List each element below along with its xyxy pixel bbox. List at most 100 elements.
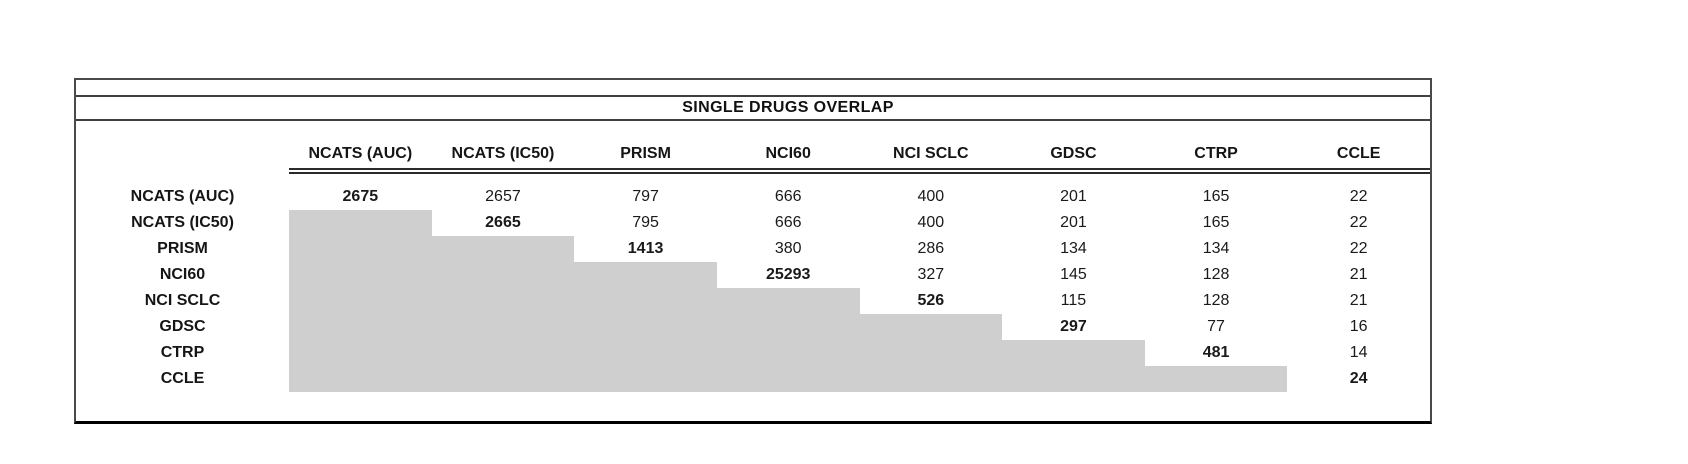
- value-cell: 795: [632, 214, 659, 231]
- value-cell: 134: [1060, 240, 1087, 257]
- value-cell: 666: [774, 188, 802, 205]
- shaded-cell: [716, 288, 860, 314]
- table-row-ctrp: CTRP 481 14: [76, 340, 1430, 366]
- value-cell: 201: [1060, 214, 1087, 231]
- value-cell: 165: [1202, 214, 1230, 231]
- diagonal-value-cell: 25293: [765, 266, 811, 283]
- shaded-cell: [431, 314, 575, 340]
- shaded-cell: [289, 288, 432, 314]
- value-cell: 128: [1202, 292, 1230, 309]
- row-header-prism: PRISM: [157, 240, 208, 257]
- diagonal-value-cell: 1413: [627, 240, 664, 257]
- diagonal-value-cell: 24: [1349, 370, 1368, 387]
- value-cell: 21: [1349, 266, 1368, 283]
- column-header-nci-sclc: NCI SCLC: [859, 121, 1003, 174]
- shaded-cell: [859, 314, 1003, 340]
- value-cell: 2657: [485, 188, 521, 205]
- shaded-cell: [1002, 340, 1145, 366]
- diagonal-value-cell: 297: [1060, 318, 1087, 335]
- value-cell: 201: [1060, 188, 1087, 205]
- table-row-gdsc: GDSC 297 77 16: [76, 314, 1430, 340]
- row-header-nci60: NCI60: [159, 266, 206, 283]
- header-gap-row: [76, 171, 1430, 184]
- value-cell: 286: [917, 240, 945, 257]
- table-row-prism: PRISM 1413 380 286 134 134 22: [76, 236, 1430, 262]
- shaded-cell: [431, 288, 575, 314]
- column-header-row: NCATS (AUC) NCATS (IC50) PRISM NCI60 NCI SCL…: [76, 121, 1430, 174]
- value-cell: 16: [1349, 318, 1368, 335]
- row-header-ctrp: CTRP: [160, 344, 205, 361]
- shaded-cell: [859, 340, 1003, 366]
- value-cell: 380: [774, 240, 802, 257]
- value-cell: 134: [1202, 240, 1230, 257]
- row-header-ncats-auc: NCATS (AUC): [130, 188, 235, 205]
- value-cell: 666: [774, 214, 802, 231]
- value-cell: 14: [1349, 344, 1368, 361]
- table-row-nci60: NCI60 25293 327 145 128 21: [76, 262, 1430, 288]
- shaded-cell: [289, 262, 432, 288]
- value-cell: 400: [917, 188, 945, 205]
- shaded-cell: [574, 262, 717, 288]
- overlap-matrix-table: NCATS (AUC) NCATS (IC50) PRISM NCI60 NCI SCL…: [76, 121, 1430, 421]
- value-cell: 128: [1202, 266, 1230, 283]
- row-header-ncats-ic50: NCATS (IC50): [131, 214, 234, 231]
- table-row-ncats-ic50: NCATS (IC50) 2665 795 666 400 201 165 22: [76, 210, 1430, 236]
- column-header-ncats-ic50: NCATS (IC50): [431, 121, 575, 174]
- value-cell: 797: [632, 188, 659, 205]
- value-cell: 145: [1060, 266, 1087, 283]
- diagonal-value-cell: 481: [1202, 344, 1230, 361]
- column-header-ncats-auc: NCATS (AUC): [289, 121, 432, 174]
- value-cell: 22: [1349, 188, 1368, 205]
- diagonal-value-cell: 2665: [485, 214, 521, 231]
- column-header-nci60: NCI60: [716, 121, 860, 174]
- shaded-cell: [716, 340, 860, 366]
- row-header-ccle: CCLE: [160, 370, 205, 387]
- corner-cell: [76, 121, 289, 171]
- row-header-nci-sclc: NCI SCLC: [144, 292, 221, 309]
- shaded-cell: [289, 210, 432, 236]
- header-gap-cell: [76, 171, 1430, 184]
- column-header-gdsc: GDSC: [1002, 121, 1145, 174]
- value-cell: 327: [917, 266, 945, 283]
- shaded-cell: [289, 236, 432, 262]
- table-row-ncats-auc: NCATS (AUC) 2675 2657 797 666 400 201 165 22: [76, 184, 1430, 210]
- shaded-cell: [289, 366, 432, 392]
- top-spacer-band: [76, 80, 1430, 97]
- shaded-cell: [716, 366, 860, 392]
- shaded-cell: [289, 314, 432, 340]
- row-header-gdsc: GDSC: [159, 318, 206, 335]
- shaded-cell: [574, 366, 717, 392]
- table-row-ccle: CCLE 24: [76, 366, 1430, 392]
- shaded-cell: [431, 236, 575, 262]
- column-header-ctrp: CTRP: [1144, 121, 1288, 174]
- shaded-cell: [574, 314, 717, 340]
- value-cell: 21: [1349, 292, 1368, 309]
- shaded-cell: [1144, 366, 1288, 392]
- shaded-cell: [574, 340, 717, 366]
- shaded-cell: [716, 314, 860, 340]
- table-title-band: SINGLE DRUGS OVERLAP: [76, 97, 1430, 121]
- single-drugs-overlap-panel: SINGLE DRUGS OVERLAP NCATS (AUC) NCATS (I…: [74, 78, 1432, 424]
- value-cell: 400: [917, 214, 945, 231]
- shaded-cell: [431, 262, 575, 288]
- shaded-cell: [431, 366, 575, 392]
- value-cell: 77: [1207, 318, 1225, 335]
- value-cell: 22: [1349, 214, 1368, 231]
- value-cell: 165: [1202, 188, 1230, 205]
- value-cell: 115: [1060, 292, 1087, 309]
- shaded-cell: [574, 288, 717, 314]
- diagonal-value-cell: 2675: [342, 188, 379, 205]
- shaded-cell: [431, 340, 575, 366]
- bottom-filler-cell: [76, 392, 1430, 421]
- bottom-filler-row: [76, 392, 1430, 421]
- value-cell: 22: [1349, 240, 1368, 257]
- column-header-prism: PRISM: [574, 121, 717, 174]
- shaded-cell: [289, 340, 432, 366]
- shaded-cell: [859, 366, 1003, 392]
- table-title: SINGLE DRUGS OVERLAP: [682, 99, 894, 116]
- shaded-cell: [1002, 366, 1145, 392]
- column-header-ccle: CCLE: [1287, 121, 1430, 174]
- table-row-nci-sclc: NCI SCLC 526 115 128 21: [76, 288, 1430, 314]
- diagonal-value-cell: 526: [917, 292, 945, 309]
